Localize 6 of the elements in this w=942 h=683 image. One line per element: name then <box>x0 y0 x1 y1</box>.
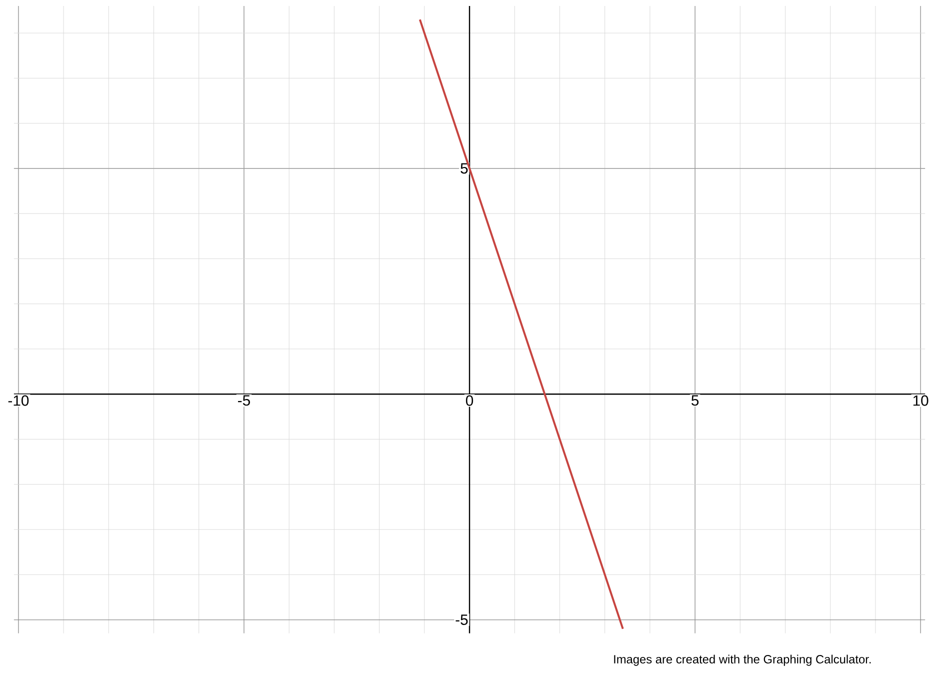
x-tick-label: 5 <box>691 395 699 406</box>
x-tick-label: 10 <box>913 395 928 406</box>
x-tick-label: -10 <box>8 395 29 406</box>
x-tick-label: -5 <box>238 395 250 406</box>
x-tick-label: 0 <box>466 395 474 406</box>
text: Images are created with the Graphing Calculator. <box>614 654 871 666</box>
